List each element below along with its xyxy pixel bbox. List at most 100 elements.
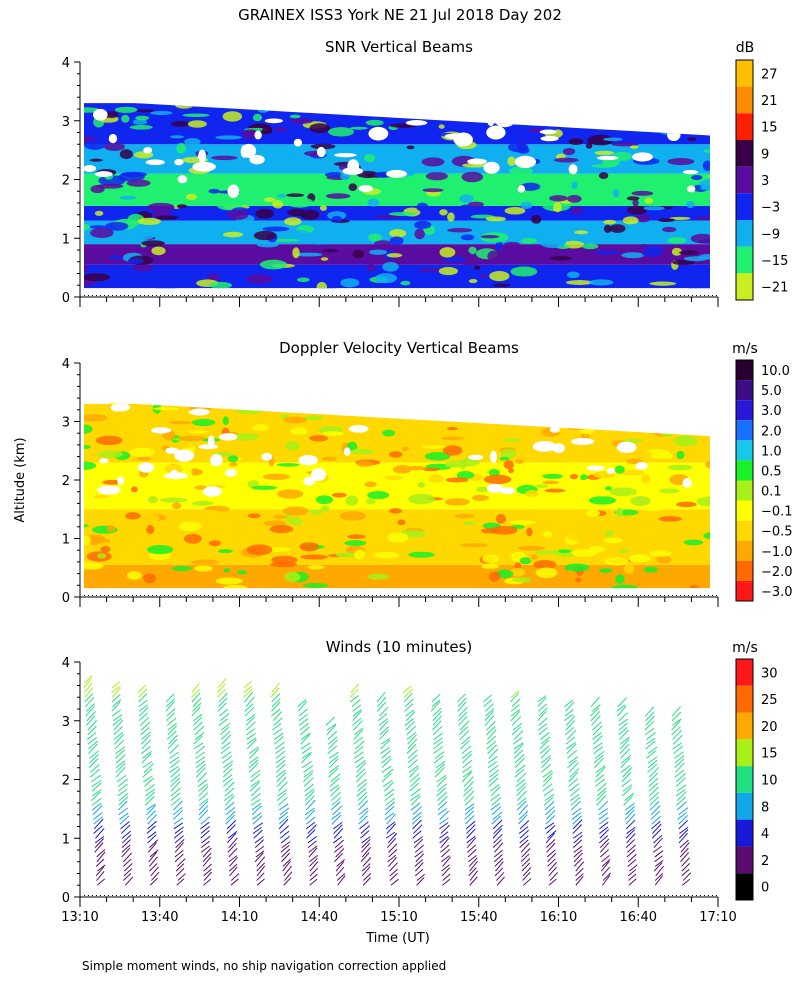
wind-barb	[675, 789, 686, 797]
wind-barb	[141, 731, 151, 740]
heatmap-patch	[485, 216, 506, 222]
heatmap-patch	[290, 427, 308, 435]
missing-data-gap	[368, 404, 391, 412]
wind-barb	[672, 734, 683, 745]
wind-barb	[570, 796, 581, 806]
heatmap-patch	[456, 470, 475, 480]
heatmap-patch	[447, 212, 455, 222]
heatmap-patch	[84, 562, 104, 570]
wind-barb	[388, 843, 398, 853]
wind-barb	[629, 864, 638, 872]
heatmap-patch	[604, 486, 612, 491]
heatmap-patch	[285, 197, 314, 208]
colorbar-swatch	[736, 685, 753, 713]
heatmap-patch	[381, 176, 399, 188]
wind-barb	[620, 764, 631, 773]
wind-barb	[111, 681, 121, 689]
heatmap-patch	[320, 257, 329, 261]
wind-barb	[279, 807, 290, 816]
heatmap-patch	[189, 272, 196, 278]
wind-barb	[89, 769, 100, 778]
wind-barb	[143, 775, 153, 783]
wind-barb	[432, 725, 443, 736]
wind-barb	[462, 765, 472, 773]
wind-barb	[621, 771, 632, 783]
wind-barb	[570, 788, 581, 797]
wind-barb	[678, 807, 689, 816]
heatmap-patch	[327, 127, 355, 137]
wind-barb	[625, 839, 635, 849]
wind-barb	[437, 801, 448, 811]
heatmap-patch	[603, 137, 623, 142]
wind-barb	[191, 682, 201, 693]
wind-barb	[538, 727, 548, 736]
wind-barb	[174, 826, 184, 834]
missing-data-gap	[348, 425, 369, 433]
heatmap-patch	[194, 469, 203, 476]
heatmap-patch	[676, 501, 697, 508]
wind-barb	[203, 871, 212, 881]
heatmap-patch	[703, 531, 710, 540]
wind-barb	[598, 835, 609, 844]
missing-data-gap	[143, 147, 153, 154]
y-tick-label: 1	[62, 533, 70, 548]
wind-barb	[646, 750, 657, 759]
wind-barb	[165, 701, 175, 712]
wind-barb	[592, 721, 602, 731]
colorbar-swatch	[736, 873, 753, 900]
wind-barb	[433, 732, 444, 740]
wind-barb	[271, 701, 281, 712]
heatmap-patch	[575, 577, 582, 583]
heatmap-patch	[150, 110, 173, 116]
heatmap-patch	[439, 100, 448, 109]
wind-barb	[625, 806, 635, 816]
wind-barb	[491, 796, 502, 806]
heatmap-patch	[438, 124, 445, 129]
wind-barb	[376, 691, 386, 703]
heatmap-patch	[126, 533, 141, 542]
wind-barb	[575, 875, 584, 886]
wind-barb	[488, 777, 499, 787]
wind-barb	[494, 854, 503, 863]
heatmap-patch	[696, 496, 710, 507]
heatmap-patch	[612, 151, 633, 161]
heatmap-patch	[367, 491, 390, 500]
wind-barb	[647, 763, 658, 773]
wind-barb	[302, 760, 312, 769]
wind-barb	[595, 765, 606, 773]
heatmap-patch	[565, 423, 592, 428]
wind-barb	[94, 838, 104, 848]
wind-barb	[353, 736, 363, 745]
wind-barb	[89, 750, 99, 759]
wind-barb	[678, 814, 689, 825]
wind-barb	[459, 720, 470, 731]
heatmap-patch	[481, 563, 499, 569]
heatmap-patch	[246, 274, 274, 284]
heatmap-patch	[562, 147, 576, 156]
y-tick-label: 1	[62, 832, 70, 847]
wind-barb	[516, 790, 527, 801]
heatmap-patch	[135, 115, 150, 121]
wind-barb	[307, 836, 317, 844]
colorbar-swatch	[736, 246, 753, 274]
heatmap-patch	[325, 193, 351, 199]
wind-barb	[222, 755, 232, 764]
heatmap-patch	[667, 464, 693, 471]
heatmap-patch	[473, 265, 481, 271]
wind-barb	[511, 726, 522, 736]
heatmap-patch	[269, 524, 294, 534]
wind-barb	[83, 678, 92, 689]
wind-barb	[244, 703, 254, 712]
wind-barb	[377, 701, 387, 712]
colorbar-swatch	[736, 766, 753, 793]
wind-barb	[379, 720, 389, 731]
heatmap-patch	[628, 547, 642, 554]
wind-barb	[414, 859, 424, 867]
heatmap-patch	[335, 552, 361, 558]
wind-barb	[143, 763, 154, 773]
wind-barb	[332, 805, 343, 816]
wind-barb	[681, 868, 690, 877]
wind-barb	[88, 758, 99, 769]
wind-barb	[217, 683, 226, 693]
wind-barb	[547, 853, 557, 863]
